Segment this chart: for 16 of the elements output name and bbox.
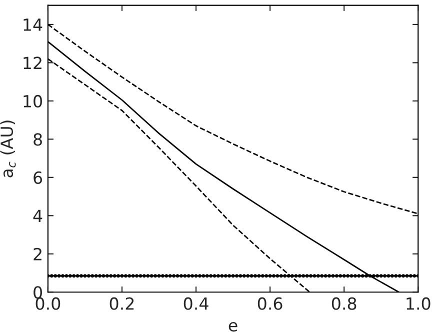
y-axis-title: a$_{c}$ (AU) [0,120,16,178]
y-tick-label: 4 [33,210,42,222]
y-tick-label: 2 [34,248,42,260]
y-tick-label: 8 [34,133,42,146]
y-tick-label: 14 [24,18,42,31]
x-tick-label: 0.0 [36,297,60,310]
y-tick-label: 6 [34,171,42,184]
x-tick-label: 0.6 [258,297,282,310]
x-tick-label: 0.4 [184,297,208,310]
x-axis-title: e [228,322,238,332]
x-tick-label: 0.8 [332,297,356,310]
x-tick-label: 1.0 [406,297,430,310]
y-tick-label: 10 [24,94,42,108]
y-tick-label: 0 [34,286,42,299]
x-tick-label: 0.2 [110,297,134,310]
y-tick-label: 12 [24,56,42,70]
